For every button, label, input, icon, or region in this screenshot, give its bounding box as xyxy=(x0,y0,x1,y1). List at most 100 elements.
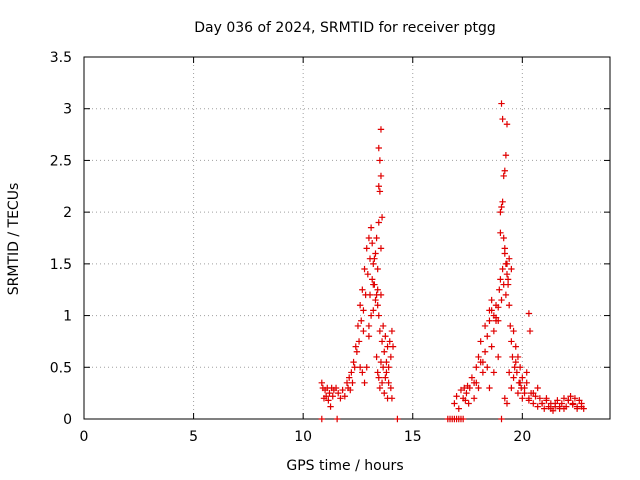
data-point xyxy=(473,379,480,386)
data-point xyxy=(375,312,382,319)
data-point xyxy=(375,183,382,190)
data-point xyxy=(466,384,473,392)
data-point xyxy=(367,224,375,231)
data-point xyxy=(356,302,364,309)
data-point xyxy=(365,333,373,340)
data-point xyxy=(382,333,389,340)
data-point xyxy=(376,157,384,164)
data-point xyxy=(569,401,576,408)
data-point xyxy=(325,397,332,404)
data-point xyxy=(384,343,391,350)
data-point xyxy=(376,384,384,392)
data-point xyxy=(502,152,510,159)
data-point xyxy=(374,286,381,293)
y-tick-label: 0.5 xyxy=(50,360,72,376)
data-point xyxy=(556,403,563,410)
data-point xyxy=(510,327,517,335)
gridlines xyxy=(84,57,610,419)
data-point xyxy=(373,234,380,242)
data-point xyxy=(332,384,340,392)
data-point xyxy=(495,353,502,361)
data-point xyxy=(318,379,325,386)
data-point xyxy=(363,245,370,252)
data-point xyxy=(369,239,376,247)
data-point xyxy=(505,255,513,262)
data-point xyxy=(497,229,504,237)
data-point xyxy=(463,389,470,397)
data-point xyxy=(361,265,368,273)
data-point xyxy=(382,374,389,381)
x-tick-label: 20 xyxy=(513,429,531,445)
data-point xyxy=(501,167,508,174)
data-point xyxy=(498,296,505,304)
data-point xyxy=(377,172,385,180)
axis-ticks: 0 5 10 15 20 0 0.5 1 1.5 2 2.5 3 3.5 xyxy=(50,50,610,445)
data-point xyxy=(503,121,511,128)
data-point xyxy=(504,281,512,288)
data-point xyxy=(498,203,505,211)
data-point xyxy=(455,405,462,412)
data-point xyxy=(387,353,395,361)
data-point xyxy=(567,393,574,400)
data-point xyxy=(486,317,493,324)
y-tick-label: 2.5 xyxy=(50,153,72,169)
data-point xyxy=(361,379,368,386)
data-point xyxy=(519,374,526,381)
data-point xyxy=(488,296,495,304)
data-point xyxy=(512,358,519,366)
data-point xyxy=(486,307,493,314)
data-point xyxy=(481,348,489,355)
data-point xyxy=(385,379,392,386)
data-point xyxy=(383,369,390,376)
data-point xyxy=(468,374,476,381)
data-point xyxy=(385,364,392,371)
data-point xyxy=(457,386,465,394)
data-point xyxy=(387,384,395,392)
data-point xyxy=(488,343,495,350)
x-tick-label: 15 xyxy=(404,429,422,445)
data-point xyxy=(347,386,354,394)
data-point xyxy=(490,327,498,335)
data-point xyxy=(511,364,518,371)
data-point xyxy=(503,400,511,407)
data-point xyxy=(355,338,363,345)
data-point xyxy=(451,400,458,407)
data-point xyxy=(348,369,355,376)
data-point xyxy=(501,245,508,252)
data-point xyxy=(499,115,506,123)
x-tick-label: 0 xyxy=(80,429,89,445)
data-point xyxy=(523,379,530,386)
data-point xyxy=(490,312,498,319)
x-tick-label: 10 xyxy=(294,429,312,445)
data-point xyxy=(525,395,533,402)
data-point xyxy=(501,395,508,402)
data-point xyxy=(354,322,362,330)
data-point xyxy=(503,271,511,278)
data-point xyxy=(359,286,366,293)
data-point xyxy=(508,384,515,392)
data-point xyxy=(516,379,524,386)
data-point xyxy=(388,327,396,335)
data-point xyxy=(373,353,380,361)
y-tick-label: 1.5 xyxy=(50,257,72,273)
data-point xyxy=(497,208,504,216)
data-point xyxy=(498,100,505,107)
data-point xyxy=(479,369,487,376)
data-point xyxy=(360,307,367,314)
data-point xyxy=(516,364,524,371)
data-point xyxy=(377,245,385,252)
data-point xyxy=(372,250,379,257)
data-point xyxy=(498,415,505,423)
data-point xyxy=(374,265,381,273)
data-point xyxy=(351,364,358,371)
data-point xyxy=(502,260,510,268)
data-point xyxy=(375,219,382,226)
data-point xyxy=(341,393,349,400)
data-point xyxy=(337,395,344,402)
data-point xyxy=(509,353,516,361)
data-point xyxy=(505,302,513,309)
data-point xyxy=(381,389,388,397)
data-point xyxy=(381,348,388,355)
data-point xyxy=(475,384,482,392)
data-point xyxy=(510,374,517,381)
